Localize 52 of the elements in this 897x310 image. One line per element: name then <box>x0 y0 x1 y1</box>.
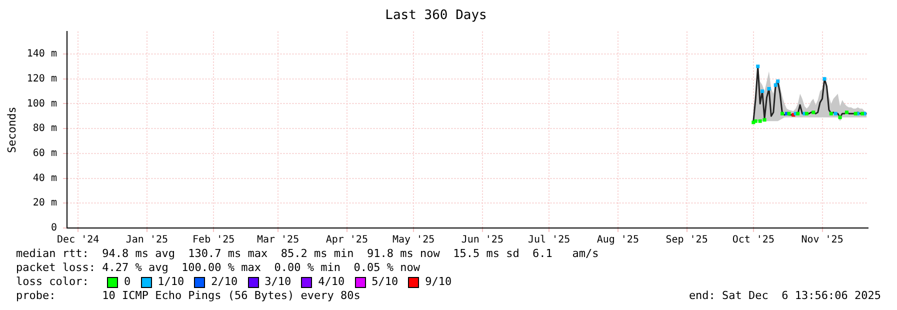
y-tick-label: 0 <box>50 222 57 234</box>
point <box>767 87 771 91</box>
x-tick-label: Oct '25 <box>732 234 774 246</box>
legend-label: 3/10 <box>264 275 292 289</box>
x-tick-label: Jun '25 <box>461 234 504 246</box>
point <box>854 112 858 116</box>
x-tick-label: Dec '24 <box>57 234 100 246</box>
text: end: Sat Dec 6 13:56:06 2025 <box>688 289 881 303</box>
y-tick-label: 20 m <box>32 198 57 209</box>
point <box>780 112 784 116</box>
y-tick-label: 140 m <box>26 48 57 60</box>
chart-title: Last 360 Days <box>385 8 487 24</box>
point <box>838 116 842 120</box>
point <box>758 119 762 123</box>
point <box>822 77 826 81</box>
x-tick-label: Jan '25 <box>126 234 168 246</box>
text: packet loss: 4.27 % avg 100.00 % max 0.00 % min 0.05 % now <box>16 261 420 275</box>
legend-label: 4/10 <box>317 275 345 289</box>
x-tick-label: Feb '25 <box>192 234 235 246</box>
point <box>812 110 816 114</box>
point <box>834 112 838 116</box>
point <box>844 110 848 114</box>
point <box>829 112 833 116</box>
y-tick-label: 60 m <box>32 148 57 160</box>
text: probe: 10 ICMP Echo Pings (56 Bytes) every 80s <box>16 289 360 303</box>
point <box>756 64 760 68</box>
y-tick-label: 100 m <box>26 98 57 110</box>
x-tick-label: Apr '25 <box>326 234 368 246</box>
point <box>762 118 766 122</box>
x-tick-label: Sep '25 <box>666 234 708 246</box>
point <box>776 80 780 84</box>
x-tick-label: Jul '25 <box>528 234 570 246</box>
x-tick-label: May '25 <box>392 234 435 246</box>
legend-label: 0 <box>123 275 131 289</box>
legend-title: loss color: <box>16 275 90 289</box>
point <box>774 83 778 87</box>
legend-label: 1/10 <box>156 275 184 289</box>
point <box>760 90 764 94</box>
point <box>860 112 864 116</box>
x-tick-label: Nov '25 <box>801 234 844 246</box>
point <box>796 112 800 116</box>
x-tick-label: Mar '25 <box>256 234 300 246</box>
legend-label: 2/10 <box>210 275 238 289</box>
y-axis-title: Seconds <box>5 106 18 153</box>
y-tick-label: 120 m <box>26 73 57 84</box>
x-tick-label: Aug '25 <box>596 234 639 246</box>
text: median rtt: 94.8 ms avg 130.7 ms max 85.2 ms min 91.8 ms now 15.5 ms sd 6.1 am/s <box>16 247 599 261</box>
legend-label: 5/10 <box>370 275 398 289</box>
y-tick-label: 40 m <box>32 172 57 184</box>
legend-label: 9/10 <box>424 275 452 289</box>
y-tick-label: 80 m <box>32 123 57 134</box>
point <box>787 112 791 116</box>
